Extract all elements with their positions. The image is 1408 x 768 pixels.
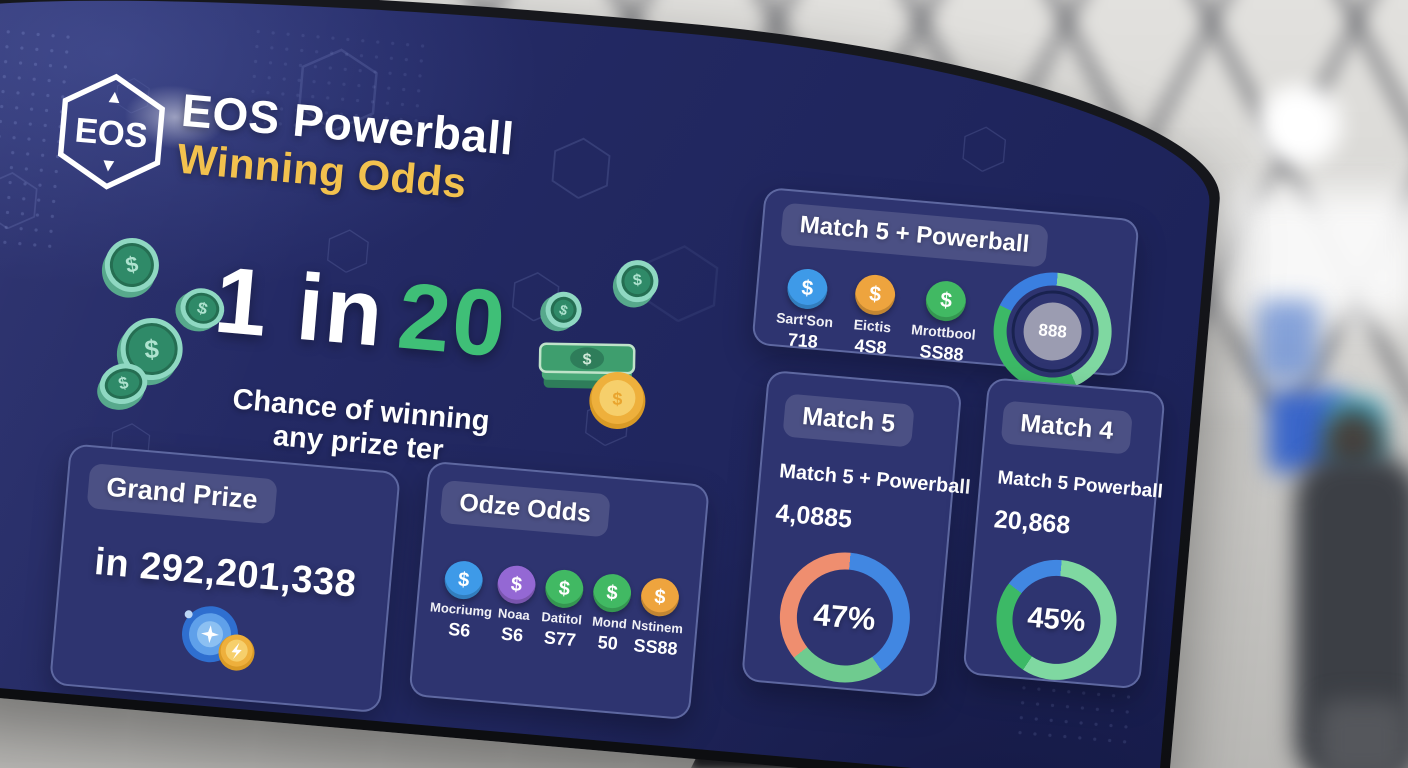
dollar-coin-blue-icon: $ — [443, 559, 485, 601]
stat-item: $ Sart'Son 718 — [773, 267, 838, 355]
hero-odds: 1 in20 — [211, 246, 512, 379]
blurred-display — [1258, 300, 1318, 380]
match5-card-value: 4,0885 — [774, 499, 854, 534]
stat-item: $ Nstinem SS88 — [631, 576, 686, 660]
odds-stats: $ Mocriumg S6 $ Noaa S6 $ Datitol S77 — [429, 559, 685, 660]
match4-card-title: Match 4 — [1000, 400, 1133, 455]
grand-prize-card: Grand Prize in 292,201,338 — [49, 443, 401, 714]
odds-card-title: Odze Odds — [439, 479, 611, 538]
eos-logo-text: EOS — [73, 112, 149, 156]
match5-card-title: Match 5 — [782, 393, 915, 448]
match5-donut-chart: 47% — [773, 547, 915, 688]
match4-card-subtitle: Match 5 Powerball — [996, 467, 1164, 503]
hexagon-decoration — [551, 137, 611, 200]
donut-percentage: 47% — [811, 596, 877, 638]
grand-prize-card-title: Grand Prize — [86, 463, 278, 525]
match5-card: Match 5 Match 5 + Powerball 4,0885 47% — [740, 369, 972, 698]
floating-coin-icon: $ — [614, 258, 661, 304]
svg-text:$: $ — [612, 389, 622, 409]
bright-wall — [1220, 190, 1408, 320]
match4-card-value: 20,868 — [992, 505, 1072, 540]
dollar-coin-orange-icon: $ — [853, 273, 897, 317]
match5-powerball-stats: $ Sart'Son 718 $ Eictis 4S8 $ Mrottbool — [773, 267, 980, 367]
stat-item: $ Eictis 4S8 — [841, 272, 906, 360]
globe-coin-icon — [182, 606, 255, 671]
dollar-coin-green-icon: $ — [543, 568, 585, 610]
match5-powerball-card: Match 5 + Powerball $ Sart'Son 718 $ Eic… — [751, 186, 1140, 396]
dollar-coin-purple-icon: $ — [495, 564, 538, 606]
ceiling-light — [1245, 80, 1355, 170]
hexagon-decoration — [0, 171, 38, 230]
dollar-coin-green-icon: $ — [924, 279, 968, 323]
hero-odds-prefix: 1 in — [210, 246, 390, 366]
dollar-coin-green-icon: $ — [591, 572, 633, 614]
svg-text:$: $ — [582, 351, 591, 368]
match5-card-subtitle: Match 5 + Powerball — [778, 460, 972, 499]
dollar-coin-blue-icon: $ — [785, 267, 830, 311]
money-stack-icon: $ $ — [538, 342, 646, 429]
odds-card: Odze Odds $ Mocriumg S6 $ Noaa S6 $ Dati — [408, 460, 710, 721]
stat-item: $ Mond 50 — [583, 572, 638, 656]
grand-prize-value: in 292,201,338 — [92, 540, 359, 606]
eos-logo: EOS — [57, 73, 166, 190]
hexagon-decoration — [962, 126, 1007, 173]
stat-item: $ Mocriumg S6 — [429, 559, 494, 644]
stat-item: $ Mrottbool SS88 — [908, 278, 980, 366]
curved-monitor-bezel: EOS EOS Powerball Winning Odds 1 in20 Ch… — [0, 0, 1231, 768]
floating-coin-icon: $ — [100, 233, 164, 297]
stat-item: $ Datitol S77 — [535, 568, 590, 652]
brand-titles: EOS Powerball Winning Odds — [175, 84, 516, 210]
infographic-screen: EOS EOS Powerball Winning Odds 1 in20 Ch… — [0, 0, 1221, 768]
dollar-coin-orange-icon: $ — [639, 576, 681, 618]
match5-powerball-donut-chart: 888 — [988, 267, 1117, 396]
person-legs — [1318, 700, 1408, 768]
hero-odds-value: 20 — [393, 262, 512, 377]
match4-donut-chart: 45% — [991, 554, 1122, 685]
stat-item: $ Noaa S6 — [487, 564, 542, 648]
match4-card: Match 4 Match 5 Powerball 20,868 45% — [962, 377, 1166, 690]
donut-percentage: 45% — [1026, 600, 1087, 638]
